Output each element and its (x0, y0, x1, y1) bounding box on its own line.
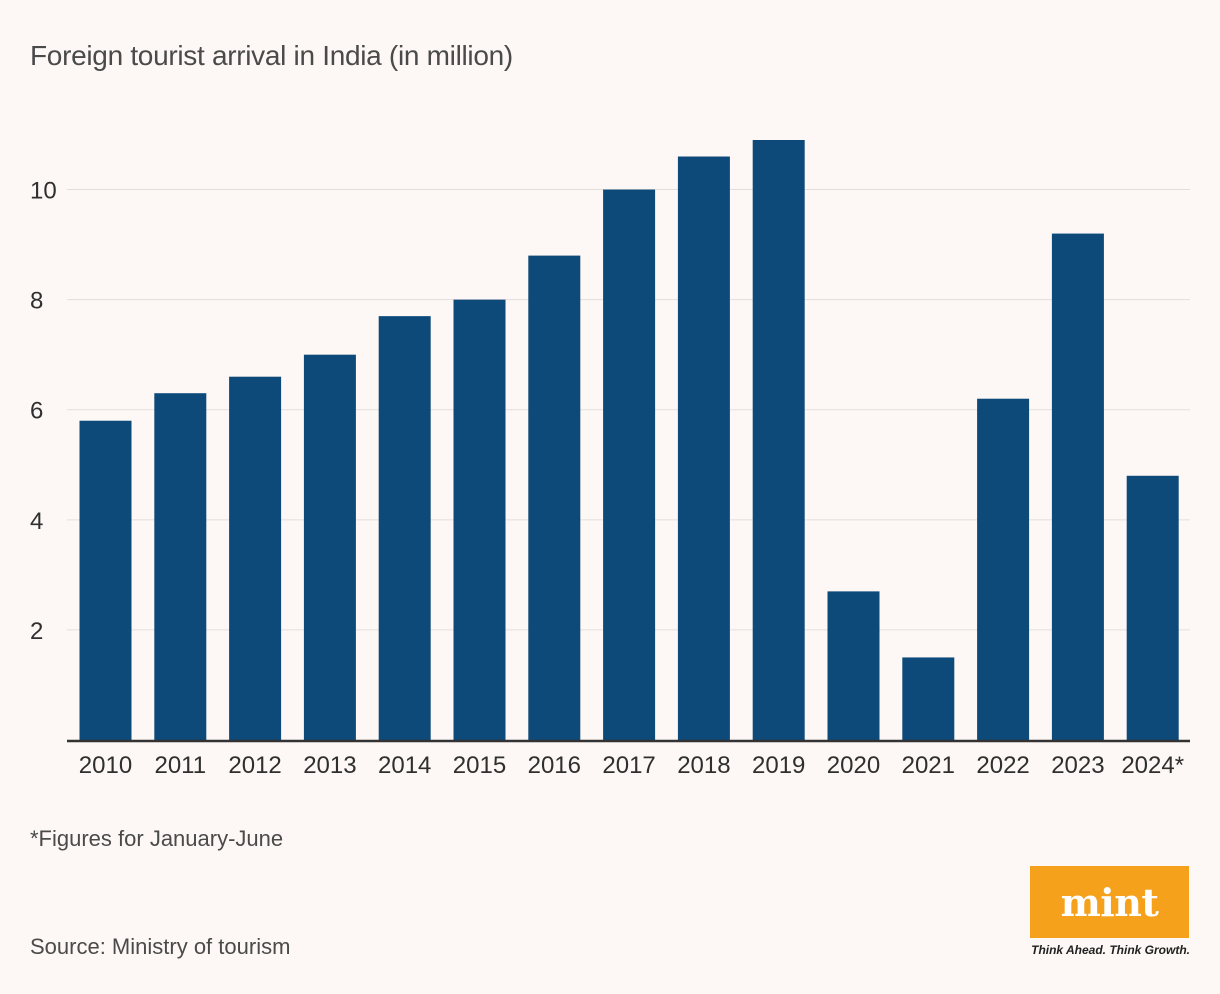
chart-title: Foreign tourist arrival in India (in mil… (30, 40, 513, 71)
bar (303, 354, 356, 740)
footnote: *Figures for January-June (30, 826, 284, 851)
x-tick-label: 2012 (228, 752, 281, 779)
x-tick-label: 2020 (827, 752, 880, 779)
y-tick-label: 8 (30, 288, 43, 315)
x-tick-label: 2011 (154, 752, 206, 779)
x-tick-label: 2015 (453, 752, 506, 779)
bar (229, 376, 282, 740)
logo-tagline: Think Ahead. Think Growth. (1031, 943, 1190, 957)
x-tick-label: 2021 (902, 752, 955, 779)
x-tick-label: 2022 (976, 752, 1029, 779)
bar (677, 156, 730, 740)
bar (154, 393, 207, 740)
x-tick-label: 2019 (752, 752, 805, 779)
bar (79, 420, 132, 740)
bar (603, 189, 656, 741)
x-tick-label: 2023 (1051, 752, 1104, 779)
bar (1126, 475, 1179, 740)
bar (902, 657, 955, 740)
y-axis-ticks: 2 4 6 8 10 (30, 178, 57, 645)
bar (752, 140, 805, 740)
logo-text: mint (1060, 879, 1159, 925)
x-tick-label: 2013 (303, 752, 356, 779)
bar (528, 255, 581, 741)
y-tick-label: 6 (30, 398, 43, 425)
x-axis-ticks: 2010 2011 2012 2013 2014 2015 2016 2017 2018 2019… (79, 752, 1184, 779)
mint-logo: mint (1030, 866, 1189, 938)
x-tick-label: 2014 (378, 752, 431, 779)
bar (378, 316, 431, 740)
bar (453, 299, 506, 740)
x-tick-label: 2010 (79, 752, 132, 779)
bar (1051, 233, 1104, 740)
y-tick-label: 4 (30, 508, 43, 535)
x-tick-label: 2017 (602, 752, 655, 779)
y-tick-label: 2 (30, 618, 43, 645)
bar (827, 591, 880, 740)
x-tick-label: 2024* (1121, 752, 1184, 779)
bar (977, 398, 1030, 740)
x-tick-label: 2016 (528, 752, 581, 779)
bars (79, 140, 1179, 741)
source-note: Source: Ministry of tourism (30, 934, 291, 959)
x-tick-label: 2018 (677, 752, 730, 779)
y-tick-label: 10 (30, 178, 57, 205)
